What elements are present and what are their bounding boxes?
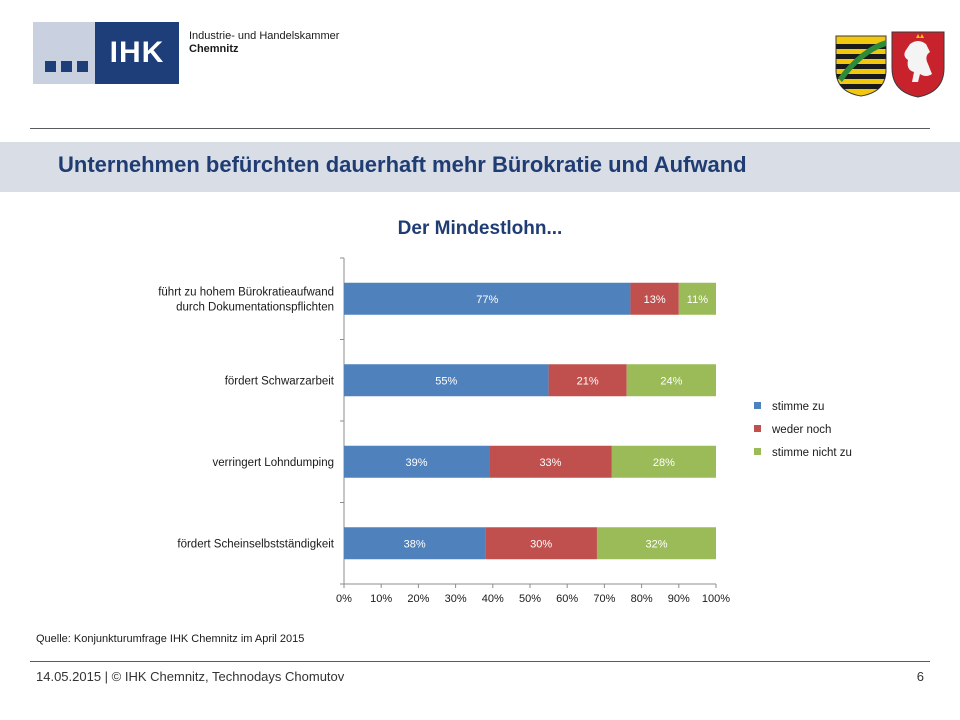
data-label: 38% xyxy=(404,538,426,550)
bar-segment xyxy=(489,445,612,478)
category-label: fördert Scheinselbstständigkeit xyxy=(177,538,334,550)
logo-dot xyxy=(45,61,56,72)
bar-segment xyxy=(611,445,716,478)
bar-segment xyxy=(630,282,679,315)
header-divider xyxy=(30,128,930,129)
org-name-line1: Industrie- und Handelskammer xyxy=(189,30,340,42)
x-tick-label: 80% xyxy=(631,593,653,605)
bar-segment xyxy=(344,527,486,560)
coat-of-arms-icons xyxy=(835,31,945,98)
bar-segment xyxy=(678,282,716,315)
category-label: verringert Lohndumping xyxy=(213,457,334,469)
bar-segment xyxy=(626,364,716,397)
ihk-logo: IHK Industrie- und Handelskammer Chemnit… xyxy=(33,22,339,84)
x-tick-label: 50% xyxy=(519,593,541,605)
source-note: Quelle: Konjunkturumfrage IHK Chemnitz i… xyxy=(36,633,305,645)
data-label: 21% xyxy=(577,375,599,387)
data-label: 33% xyxy=(539,457,561,469)
x-tick-label: 90% xyxy=(668,593,690,605)
footer-divider xyxy=(30,661,930,662)
category-label: durch Dokumentationspflichten xyxy=(176,301,334,313)
x-tick-label: 0% xyxy=(336,593,352,605)
chart-title-text: Der Mindestlohn... xyxy=(397,218,563,239)
saxony-coat-of-arms-icon xyxy=(835,35,887,97)
data-label: 28% xyxy=(653,457,675,469)
logo-blue-block: IHK xyxy=(95,22,179,84)
chart-title: Der Mindestlohn... xyxy=(0,218,960,240)
category-label: fördert Schwarzarbeit xyxy=(225,375,335,387)
page-number: 6 xyxy=(916,669,924,684)
x-tick-label: 30% xyxy=(445,593,467,605)
data-label: 30% xyxy=(530,538,552,550)
title-band xyxy=(0,142,960,192)
x-tick-label: 10% xyxy=(370,593,392,605)
data-label: 39% xyxy=(406,457,428,469)
legend-swatch xyxy=(754,425,761,432)
bohemia-coat-of-arms-icon xyxy=(891,31,945,98)
legend-label: stimme nicht zu xyxy=(772,447,852,459)
legend-label: weder noch xyxy=(771,424,831,436)
x-tick-label: 60% xyxy=(556,593,578,605)
slide-title: Unternehmen befürchten dauerhaft mehr Bü… xyxy=(58,152,747,177)
org-name: Industrie- und Handelskammer Chemnitz xyxy=(189,30,339,56)
x-tick-label: 100% xyxy=(702,593,730,605)
x-tick-label: 70% xyxy=(593,593,615,605)
data-label: 13% xyxy=(644,294,666,306)
logo-dot xyxy=(61,61,72,72)
data-label: 55% xyxy=(435,375,457,387)
x-tick-label: 40% xyxy=(482,593,504,605)
legend-swatch xyxy=(754,402,761,409)
data-label: 24% xyxy=(660,375,682,387)
bar-segment xyxy=(344,282,631,315)
bar-segment xyxy=(596,527,716,560)
legend-swatch xyxy=(754,448,761,455)
bar-segment xyxy=(344,445,490,478)
data-label: 32% xyxy=(645,538,667,550)
data-label: 11% xyxy=(687,294,708,306)
bar-segment xyxy=(344,364,549,397)
bar-segment xyxy=(548,364,627,397)
x-tick-label: 20% xyxy=(407,593,429,605)
legend-label: stimme zu xyxy=(772,401,824,413)
org-name-line2: Chemnitz xyxy=(189,43,239,55)
bar-segment xyxy=(485,527,597,560)
category-label: führt zu hohem Bürokratieaufwand xyxy=(158,286,334,298)
footer-text: 14.05.2015 | © IHK Chemnitz, Technodays … xyxy=(36,669,345,684)
logo-dot xyxy=(77,61,88,72)
logo-ihk-text: IHK xyxy=(109,36,165,69)
data-label: 77% xyxy=(476,294,498,306)
